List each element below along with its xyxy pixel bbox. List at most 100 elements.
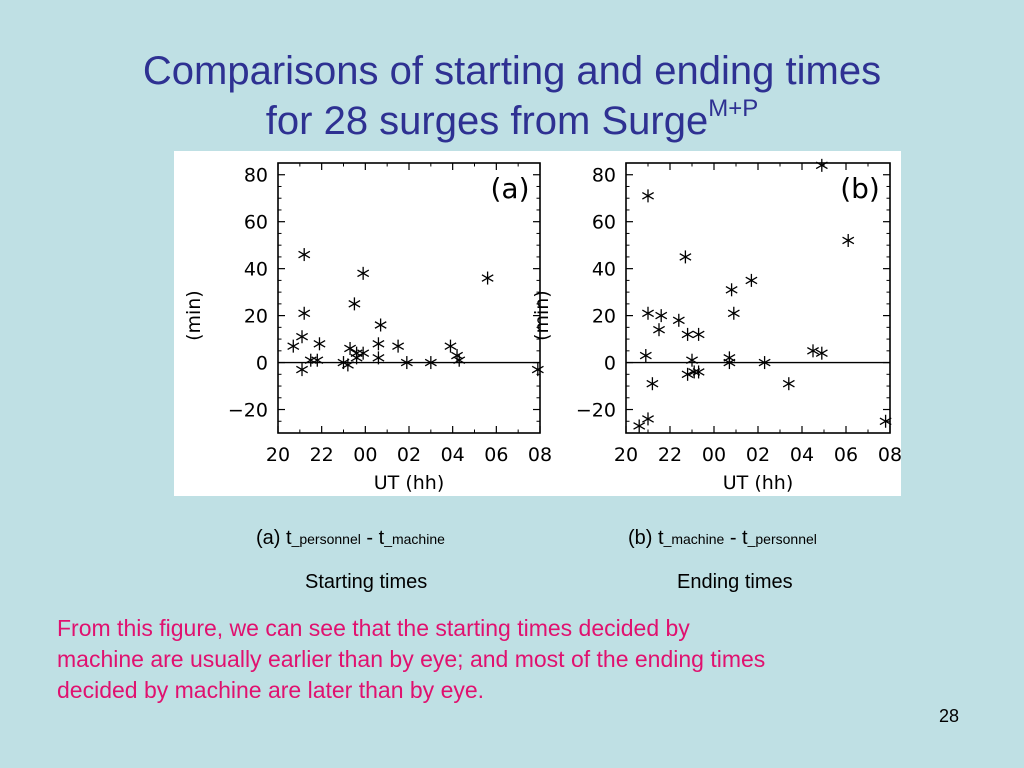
- panel-a-data-point: [298, 248, 311, 262]
- panel-b-xtick-label: 04: [790, 444, 814, 466]
- panel-a-data-point: [304, 353, 317, 367]
- panel-a-data-point: [348, 297, 361, 311]
- panel-a-data-point: [451, 349, 464, 363]
- panel-b-ytick-label: −20: [576, 400, 616, 422]
- panel-a-ytick-label: 80: [244, 165, 268, 187]
- panel-b-yaxis-label: (min): [531, 290, 553, 341]
- panel-a-ytick-label: −20: [228, 400, 268, 422]
- panel-b-data-point: [642, 412, 654, 426]
- panel-a-ytick-label: 20: [244, 306, 268, 328]
- panel-a-ytick-label: 60: [244, 212, 268, 234]
- panel-a-data-point: [453, 353, 466, 367]
- panel-a-data-point: [357, 346, 370, 360]
- description-text: From this figure, we can see that the st…: [57, 615, 766, 703]
- panel-a-xtick-label: 06: [484, 444, 508, 466]
- panel-a-data-point: [341, 358, 354, 372]
- panel-b-data-point: [723, 351, 736, 365]
- panel-a-xtick-label: 08: [528, 444, 552, 466]
- panel-a-data-point: [296, 330, 308, 344]
- panel-b-data-point: [692, 327, 705, 341]
- panel-a-data-point: [400, 356, 413, 370]
- panel-b-data-point: [686, 353, 698, 367]
- title-superscript: M+P: [708, 95, 759, 122]
- caption-b-sub2: _personnel: [747, 531, 817, 547]
- panel-b-ytick-label: 20: [592, 306, 616, 328]
- panel-b-data-point: [727, 306, 740, 320]
- label-ending-times: Ending times: [677, 571, 793, 593]
- title-line-1: Comparisons of starting and ending times: [142, 49, 882, 93]
- panel-a-panel-label: (a): [490, 172, 529, 205]
- panel-b-data-point: [782, 377, 795, 391]
- panel-b-xtick-label: 22: [658, 444, 682, 466]
- panel-b-ytick-label: 60: [592, 212, 616, 234]
- panel-a-data-point: [531, 363, 544, 377]
- panel-b-data-point: [807, 344, 819, 358]
- figure-panel: −20 0 20 40 60 80 20 22 00 02 04 06 08 UT (hh) (min) (a…: [174, 151, 901, 496]
- caption-a-sub2: _machine: [384, 531, 445, 547]
- caption-b-sub1: _machine: [663, 531, 725, 547]
- panel-b-data-point: [725, 283, 738, 297]
- panel-a-xtick-label: 02: [397, 444, 421, 466]
- panel-b-data-point: [745, 273, 758, 287]
- panel-a-data-point: [481, 271, 494, 285]
- title-line-2: for 28 surges from SurgeM+P: [0, 96, 1024, 146]
- title-line-2-text: for 28 surges from Surge: [265, 99, 709, 143]
- panel-b-data-point: [639, 349, 652, 363]
- panel-a-ytick-label: 0: [256, 353, 268, 375]
- caption-b-mid: - t: [724, 527, 748, 549]
- panel-b-data-point: [815, 346, 828, 360]
- panel-b-data-point: [646, 377, 659, 391]
- panel-b-data-point: [842, 233, 855, 247]
- panel-a-data-point: [313, 337, 326, 351]
- panel-a-xtick-label: 22: [310, 444, 334, 466]
- panel-a-xtick-label: 04: [441, 444, 465, 466]
- panel-b-data-point: [681, 367, 694, 381]
- panel-b-data-point: [642, 306, 654, 320]
- panel-b-data-point: [672, 313, 685, 327]
- caption-a: (a) t_personnel - t_machine: [256, 527, 445, 550]
- panel-b-ytick-label: 80: [592, 165, 616, 187]
- panel-b-xaxis-label: UT (hh): [723, 472, 793, 494]
- panel-a-ytick-label: 40: [244, 259, 268, 281]
- panel-b-data-point: [655, 309, 668, 323]
- panel-a-data-point: [311, 353, 324, 367]
- panel-b-panel-label: (b): [840, 172, 880, 205]
- panel-a-data-point: [357, 266, 370, 280]
- panel-b-data-point: [642, 189, 654, 203]
- label-starting-times: Starting times: [305, 571, 428, 593]
- slide-title: Comparisons of starting and ending times…: [0, 46, 1024, 146]
- panel-a-xtick-label: 00: [353, 444, 377, 466]
- panel-b-ytick-label: 40: [592, 259, 616, 281]
- panel-a-yaxis-label: (min): [183, 290, 205, 341]
- page-number: 28: [939, 706, 960, 726]
- panel-a-data-point: [372, 351, 385, 365]
- panel-a-data-point: [296, 363, 308, 377]
- caption-a-sub1: _personnel: [291, 531, 361, 547]
- panel-a-data-point: [344, 341, 357, 355]
- panel-a-data-point: [372, 337, 385, 351]
- caption-a-prefix: (a) t: [256, 527, 292, 549]
- panel-b-data-point: [815, 158, 828, 172]
- panel-b-data-point: [653, 323, 665, 337]
- panel-a-data-point: [374, 318, 387, 332]
- panel-a-data-point: [350, 351, 363, 365]
- panel-b-xtick-label: 02: [746, 444, 770, 466]
- panel-b-data-point: [692, 365, 705, 379]
- panel-b-xtick-label: 08: [878, 444, 901, 466]
- panel-b-data-point: [679, 250, 692, 264]
- panel-b-xtick-label: 20: [614, 444, 638, 466]
- caption-b-prefix: (b) t: [628, 527, 664, 549]
- caption-a-mid: - t: [360, 527, 385, 549]
- panel-a-data-point: [444, 339, 457, 353]
- panel-b-data-point: [681, 327, 694, 341]
- panel-b-data-point: [758, 356, 771, 370]
- panel-a-xaxis-label: UT (hh): [374, 472, 444, 494]
- panel-b-ytick-label: 0: [604, 353, 616, 375]
- panel-b-data-point: [633, 419, 646, 433]
- caption-b: (b) t_machine - t_personnel: [628, 527, 817, 550]
- panel-b-xtick-label: 06: [834, 444, 858, 466]
- panel-a-data-point: [298, 306, 311, 320]
- panel-a-data-point: [424, 356, 437, 370]
- panel-a-data-point: [392, 339, 405, 353]
